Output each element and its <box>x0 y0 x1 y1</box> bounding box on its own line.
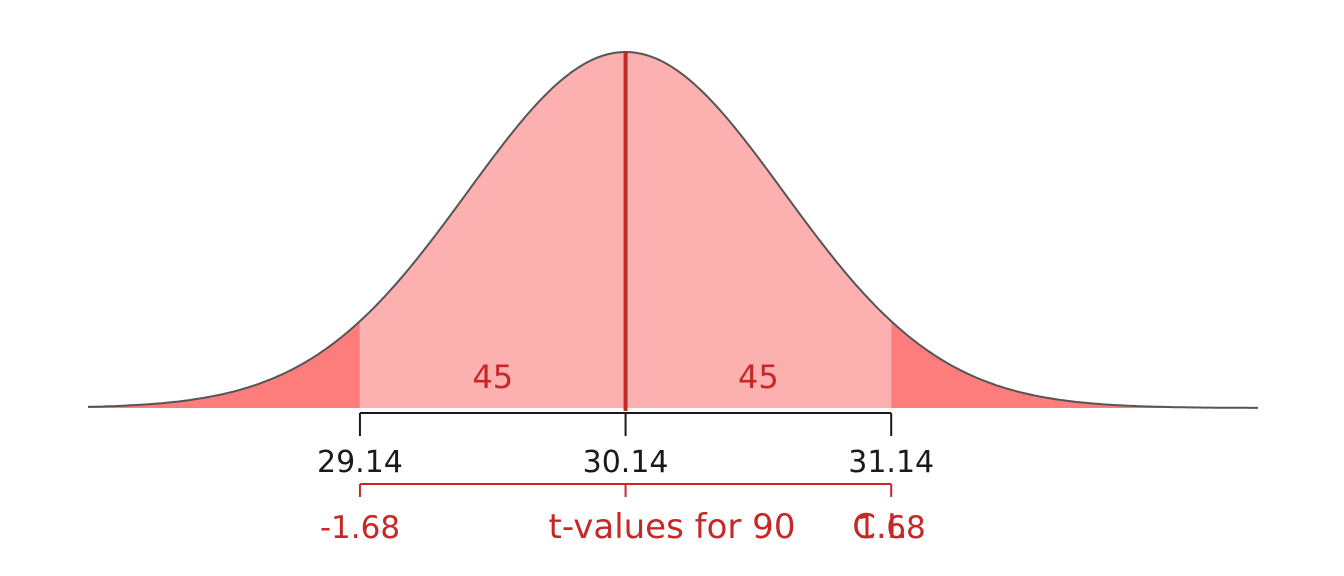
x-tick-label-lower: 29.14 <box>317 445 403 480</box>
x-tick-label-upper: 31.14 <box>848 445 934 480</box>
t-value-axis <box>358 483 893 497</box>
value-axis <box>358 412 893 436</box>
left-tail-area <box>88 321 360 408</box>
caption-ci: C.I. <box>852 507 907 547</box>
area-label-left: 45 <box>472 358 513 396</box>
right-tail-area <box>891 321 1258 408</box>
area-label-right: 45 <box>738 358 779 396</box>
t-tick-label-lower: -1.68 <box>320 510 400 546</box>
distribution-areas <box>88 52 1258 408</box>
density-curve <box>87 50 1258 409</box>
t-tick-label-upper: 1.68 <box>857 510 926 546</box>
caption-t-values: t-values for 90 <box>549 507 796 547</box>
x-tick-label-mean: 30.14 <box>583 445 669 480</box>
